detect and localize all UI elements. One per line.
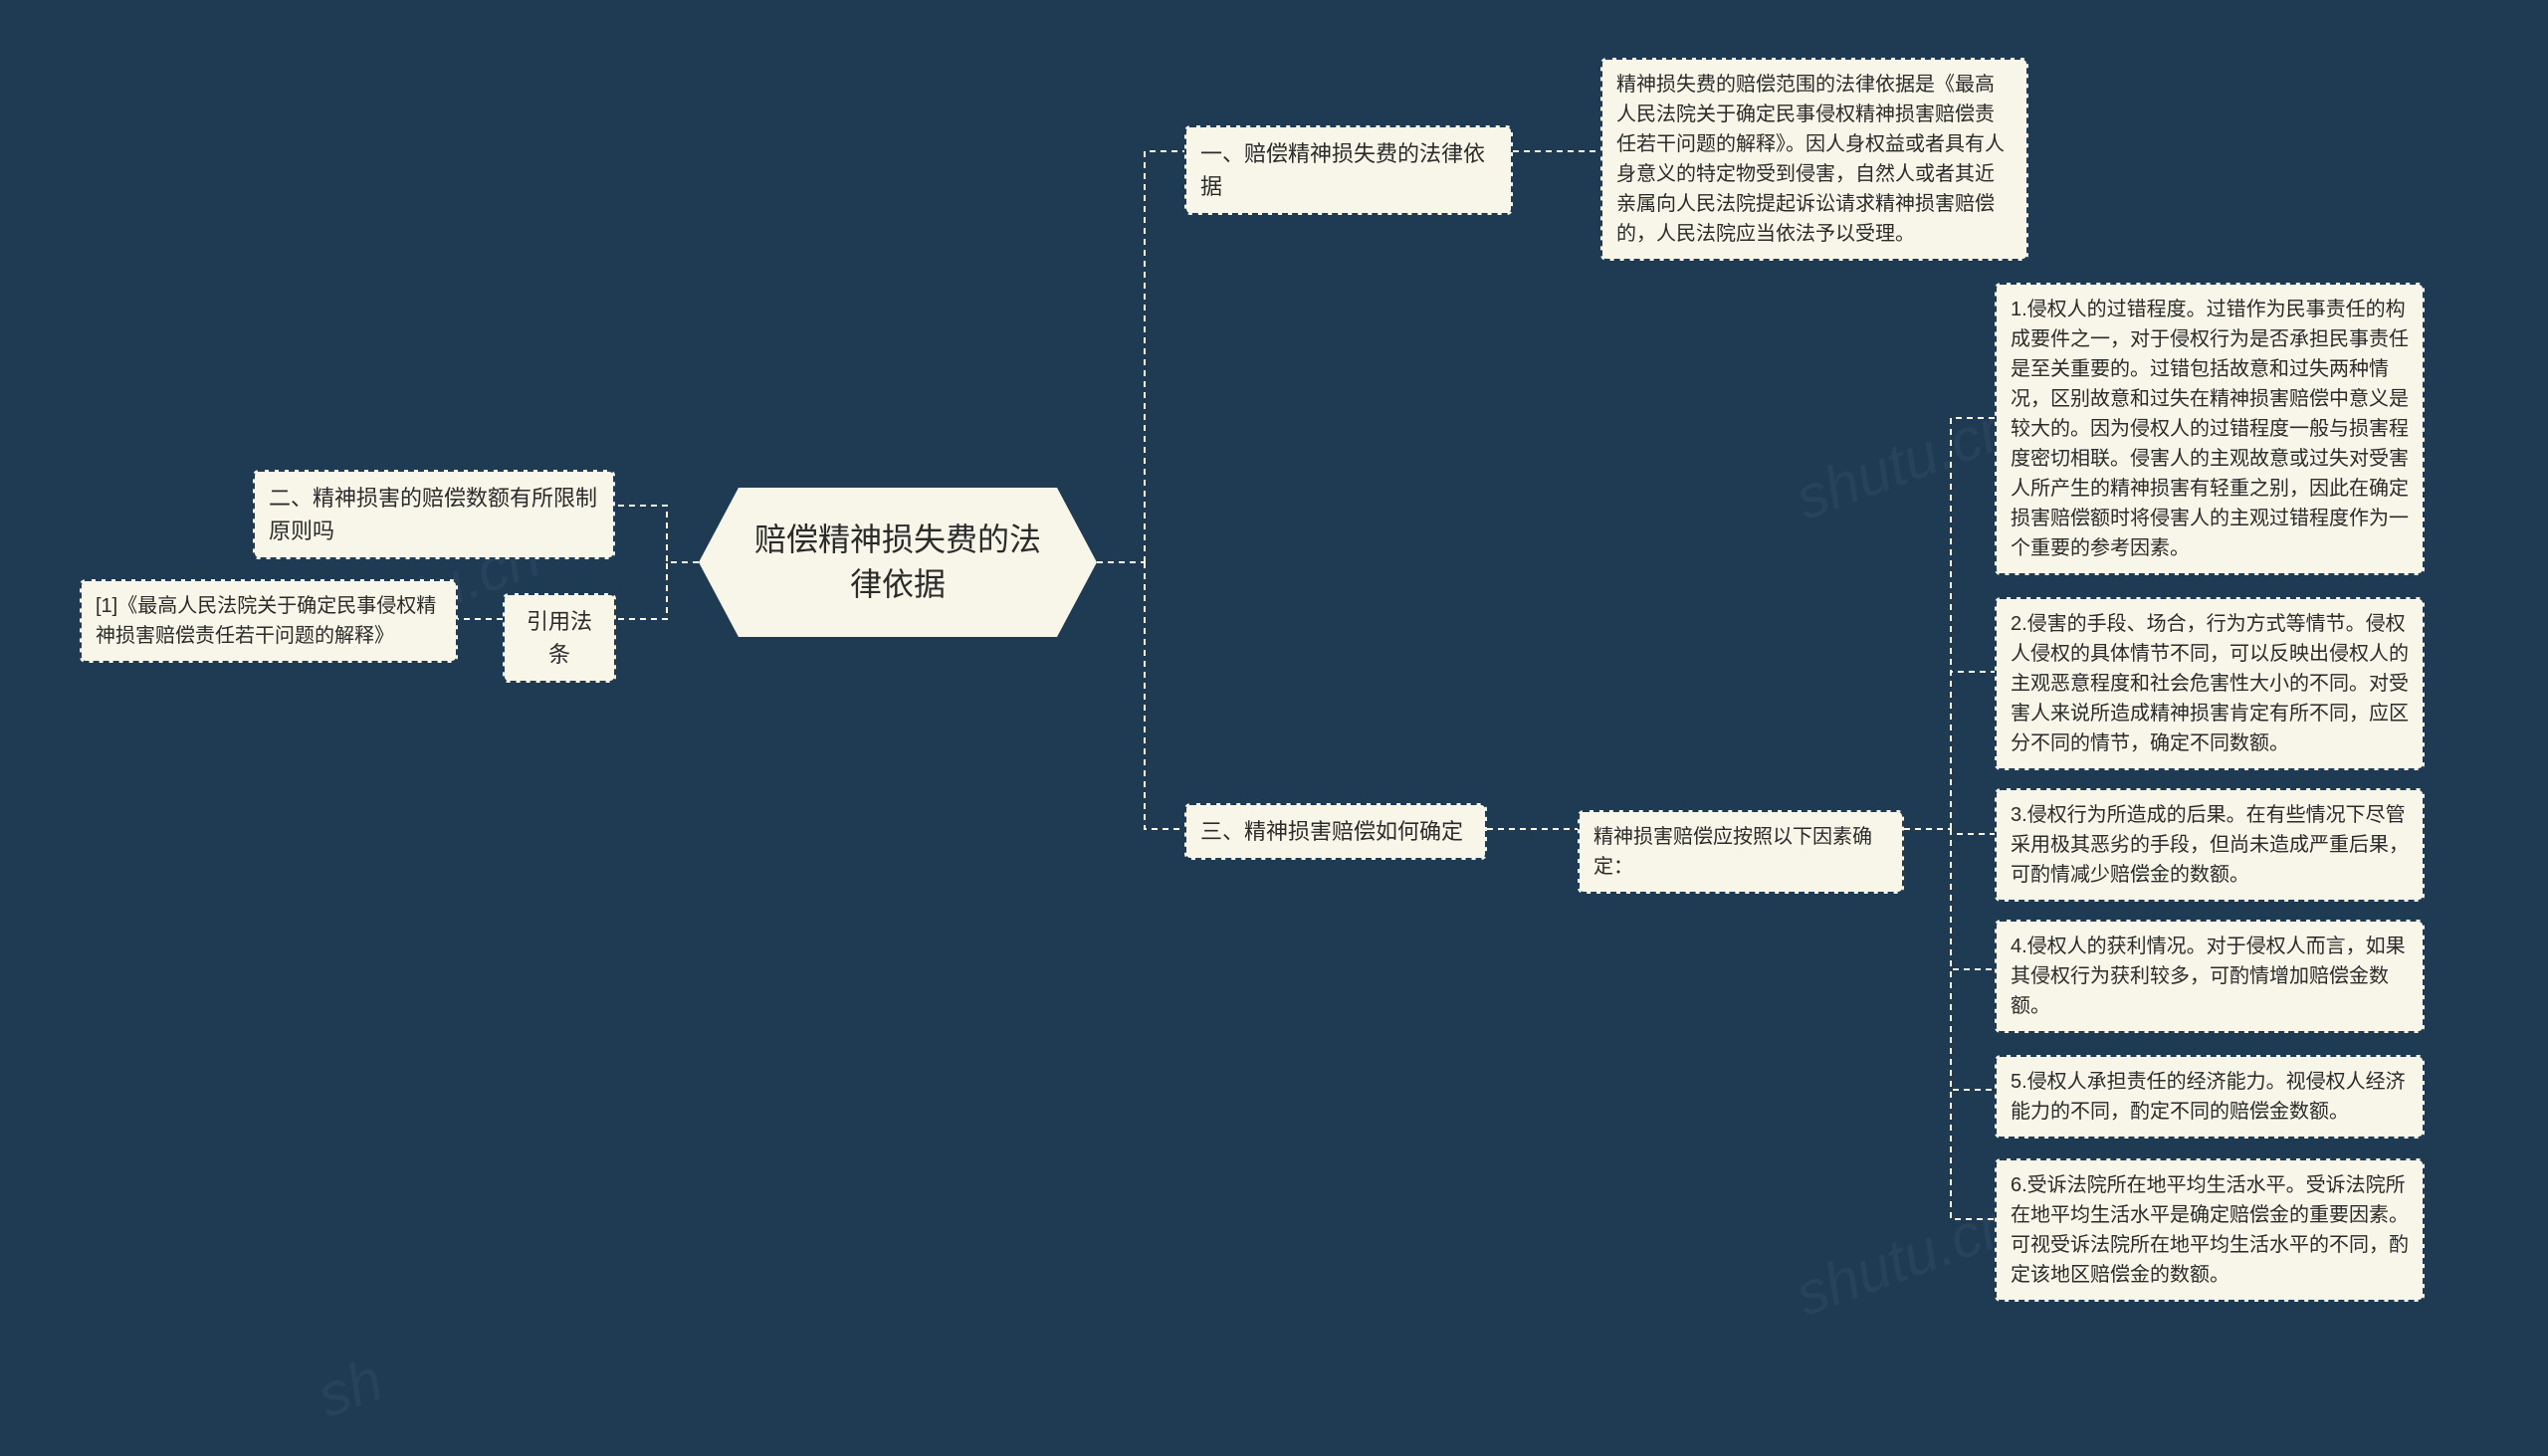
- branch-1: 一、赔偿精神损失费的法律依据: [1184, 125, 1513, 215]
- watermark: shutu.cn: [1787, 391, 2022, 532]
- watermark: sh: [309, 1345, 391, 1431]
- branch-3-item-2-text: 2.侵害的手段、场合，行为方式等情节。侵权人侵权的具体情节不同，可以反映出侵权人…: [2011, 613, 2409, 754]
- citation-leaf: [1]《最高人民法院关于确定民事侵权精神损害赔偿责任若干问题的解释》: [80, 579, 458, 663]
- branch-3-item-3-text: 3.侵权行为所造成的后果。在有些情况下尽管采用极其恶劣的手段，但尚未造成严重后果…: [2011, 804, 2409, 886]
- branch-3-item-1-text: 1.侵权人的过错程度。过错作为民事责任的构成要件之一，对于侵权行为是否承担民事责…: [2011, 299, 2409, 559]
- branch-2: 二、精神损害的赔偿数额有所限制原则吗: [253, 470, 615, 559]
- branch-3-item-5-text: 5.侵权人承担责任的经济能力。视侵权人经济能力的不同，酌定不同的赔偿金数额。: [2011, 1071, 2406, 1123]
- root-title: 赔偿精神损失费的法律依据: [752, 518, 1043, 607]
- branch-3: 三、精神损害赔偿如何确定: [1184, 803, 1487, 860]
- branch-1-leaf-text: 精神损失费的赔偿范围的法律依据是《最高人民法院关于确定民事侵权精神损害赔偿责任若…: [1616, 74, 2005, 245]
- citation-branch: 引用法条: [503, 593, 616, 683]
- branch-2-label: 二、精神损害的赔偿数额有所限制原则吗: [269, 486, 597, 543]
- watermark: shutu.cn: [1787, 1187, 2022, 1329]
- branch-3-item-1: 1.侵权人的过错程度。过错作为民事责任的构成要件之一，对于侵权行为是否承担民事责…: [1995, 283, 2425, 575]
- branch-3-label: 三、精神损害赔偿如何确定: [1200, 819, 1463, 844]
- branch-3-item-5: 5.侵权人承担责任的经济能力。视侵权人经济能力的不同，酌定不同的赔偿金数额。: [1995, 1055, 2425, 1139]
- branch-3-item-6-text: 6.受诉法院所在地平均生活水平。受诉法院所在地平均生活水平是确定赔偿金的重要因素…: [2011, 1174, 2409, 1286]
- root-node: 赔偿精神损失费的法律依据: [729, 496, 1067, 629]
- citation-branch-label: 引用法条: [527, 609, 592, 667]
- branch-3-item-4: 4.侵权人的获利情况。对于侵权人而言，如果其侵权行为获利较多，可酌情增加赔偿金数…: [1995, 920, 2425, 1033]
- branch-3-item-3: 3.侵权行为所造成的后果。在有些情况下尽管采用极其恶劣的手段，但尚未造成严重后果…: [1995, 788, 2425, 902]
- branch-1-label: 一、赔偿精神损失费的法律依据: [1200, 141, 1485, 199]
- branch-3-item-4-text: 4.侵权人的获利情况。对于侵权人而言，如果其侵权行为获利较多，可酌情增加赔偿金数…: [2011, 936, 2406, 1017]
- branch-3-item-6: 6.受诉法院所在地平均生活水平。受诉法院所在地平均生活水平是确定赔偿金的重要因素…: [1995, 1158, 2425, 1302]
- citation-leaf-text: [1]《最高人民法院关于确定民事侵权精神损害赔偿责任若干问题的解释》: [96, 595, 436, 647]
- branch-3-item-2: 2.侵害的手段、场合，行为方式等情节。侵权人侵权的具体情节不同，可以反映出侵权人…: [1995, 597, 2425, 770]
- branch-3-intro-text: 精神损害赔偿应按照以下因素确定：: [1593, 826, 1872, 878]
- branch-1-leaf: 精神损失费的赔偿范围的法律依据是《最高人民法院关于确定民事侵权精神损害赔偿责任若…: [1600, 58, 2028, 261]
- branch-3-intro: 精神损害赔偿应按照以下因素确定：: [1578, 810, 1904, 894]
